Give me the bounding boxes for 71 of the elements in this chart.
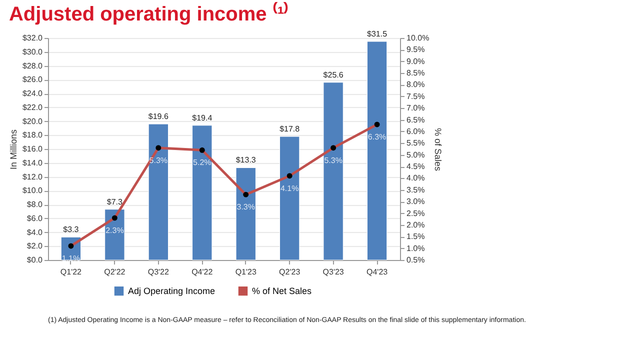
data-label: $7.3 bbox=[106, 197, 124, 206]
y2-tick-label: 4.5% bbox=[406, 162, 425, 172]
chart-title: Adjusted operating income ⁽¹⁾ bbox=[8, 1, 290, 26]
x-tick-label: Q2'23 bbox=[279, 268, 301, 276]
y2-axis-title: % of Sales bbox=[433, 128, 444, 172]
data-label: 4.1% bbox=[280, 184, 299, 193]
x-tick-label: Q2'22 bbox=[104, 268, 126, 276]
y-tick-label: $14.0 bbox=[22, 158, 44, 168]
data-label: $13.3 bbox=[236, 156, 256, 165]
y-tick-label: $2.0 bbox=[26, 242, 44, 251]
y-tick-label: $4.0 bbox=[26, 228, 44, 237]
data-label: 5.2% bbox=[193, 158, 212, 168]
y2-tick-label: 3.5% bbox=[406, 185, 425, 194]
y2-tick-label: 1.5% bbox=[406, 232, 425, 242]
x-tick-label: Q1'23 bbox=[235, 268, 257, 276]
y-tick-label: $0.0 bbox=[26, 256, 44, 264]
bar bbox=[148, 124, 168, 260]
y-tick-label: $12.0 bbox=[22, 172, 44, 182]
y-tick-label: $30.0 bbox=[22, 47, 44, 56]
y2-tick-label: 8.5% bbox=[406, 68, 425, 78]
y-tick-label: $32.0 bbox=[22, 34, 44, 42]
y-tick-label: $26.0 bbox=[22, 75, 44, 84]
data-label: 5.3% bbox=[324, 156, 342, 165]
x-tick-label: Q3'23 bbox=[322, 268, 344, 276]
bar bbox=[366, 41, 388, 260]
data-label: $3.3 bbox=[63, 225, 80, 234]
data-label: 3.3% bbox=[236, 202, 255, 212]
y-tick-label: $10.0 bbox=[22, 186, 44, 196]
y-tick-label: $18.0 bbox=[22, 130, 44, 140]
legend-label: Adj Operating Income bbox=[128, 286, 216, 296]
bar bbox=[236, 167, 256, 260]
data-label: $25.6 bbox=[323, 70, 344, 80]
y2-tick-label: 2.5% bbox=[406, 208, 425, 218]
y2-tick-label: 7.5% bbox=[406, 92, 425, 101]
y2-tick-label: 6.0% bbox=[406, 126, 425, 136]
y2-tick-label: 5.5% bbox=[406, 138, 425, 148]
data-label: 6.3% bbox=[368, 132, 386, 142]
bar bbox=[192, 125, 212, 260]
bar bbox=[280, 136, 300, 260]
y2-tick-label: 3.0% bbox=[406, 197, 425, 206]
y2-tick-label: 8.0% bbox=[406, 80, 425, 90]
y-tick-label: $22.0 bbox=[22, 102, 44, 112]
y2-tick-label: 5.0% bbox=[406, 150, 425, 160]
y-tick-label: $24.0 bbox=[22, 89, 44, 98]
y2-tick-label: 9.5% bbox=[406, 45, 425, 54]
data-label: $19.4 bbox=[192, 113, 213, 122]
y-tick-label: $20.0 bbox=[22, 116, 44, 126]
y2-tick-label: 4.0% bbox=[406, 174, 425, 183]
bar bbox=[104, 209, 125, 260]
y2-tick-label: 9.0% bbox=[406, 56, 425, 66]
y2-tick-label: 2.0% bbox=[406, 220, 425, 230]
y2-tick-label: 0.5% bbox=[406, 256, 425, 264]
y-tick-label: $16.0 bbox=[22, 144, 44, 154]
y-tick-label: $6.0 bbox=[26, 214, 44, 223]
y2-tick-label: 1.0% bbox=[406, 244, 425, 253]
data-label: $19.6 bbox=[148, 112, 169, 122]
x-tick-label: Q4'22 bbox=[192, 268, 214, 276]
legend-label: % of Net Sales bbox=[252, 286, 312, 296]
y2-tick-label: 10.0% bbox=[406, 34, 430, 42]
data-label: $31.5 bbox=[367, 29, 388, 38]
y-tick-label: $8.0 bbox=[26, 200, 44, 209]
data-label: 2.3% bbox=[106, 226, 124, 235]
y-tick-label: $28.0 bbox=[22, 61, 44, 70]
x-tick-label: Q4'23 bbox=[366, 268, 388, 276]
x-tick-label: Q3'22 bbox=[148, 268, 170, 276]
data-label: $17.8 bbox=[280, 124, 300, 134]
y-axis-title: In Millions bbox=[8, 128, 18, 170]
x-tick-label: Q1'22 bbox=[60, 268, 82, 276]
y2-tick-label: 6.5% bbox=[406, 115, 425, 124]
y2-tick-label: 7.0% bbox=[406, 104, 425, 113]
bar bbox=[323, 82, 344, 260]
